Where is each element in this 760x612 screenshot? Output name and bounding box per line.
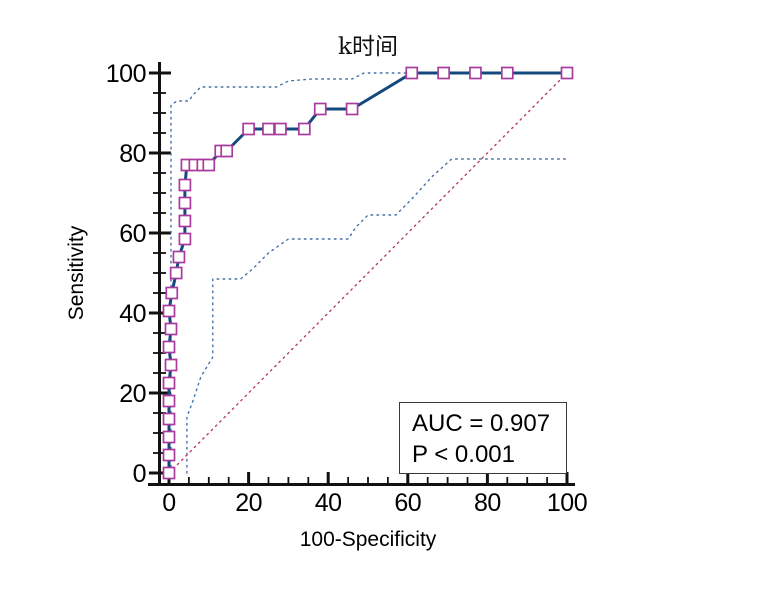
x-axis-title: 100-Specificity xyxy=(299,528,437,551)
svg-text:0: 0 xyxy=(133,460,146,488)
svg-text:100: 100 xyxy=(547,489,587,517)
svg-text:40: 40 xyxy=(119,300,146,328)
svg-text:80: 80 xyxy=(119,140,146,168)
svg-text:100: 100 xyxy=(106,60,146,88)
auc-value-text: AUC = 0.907 xyxy=(412,410,551,437)
chart-title: k时间 xyxy=(338,34,398,60)
svg-text:40: 40 xyxy=(315,489,342,517)
svg-text:0: 0 xyxy=(162,489,175,517)
p-value-text: P < 0.001 xyxy=(412,441,515,468)
svg-text:60: 60 xyxy=(394,489,421,517)
annotation-box: AUC = 0.907 P < 0.001 xyxy=(399,402,567,474)
svg-text:20: 20 xyxy=(119,380,146,408)
svg-text:80: 80 xyxy=(474,489,501,517)
svg-text:60: 60 xyxy=(119,220,146,248)
y-axis-title: Sensitivity xyxy=(65,225,88,321)
svg-text:20: 20 xyxy=(235,489,262,517)
